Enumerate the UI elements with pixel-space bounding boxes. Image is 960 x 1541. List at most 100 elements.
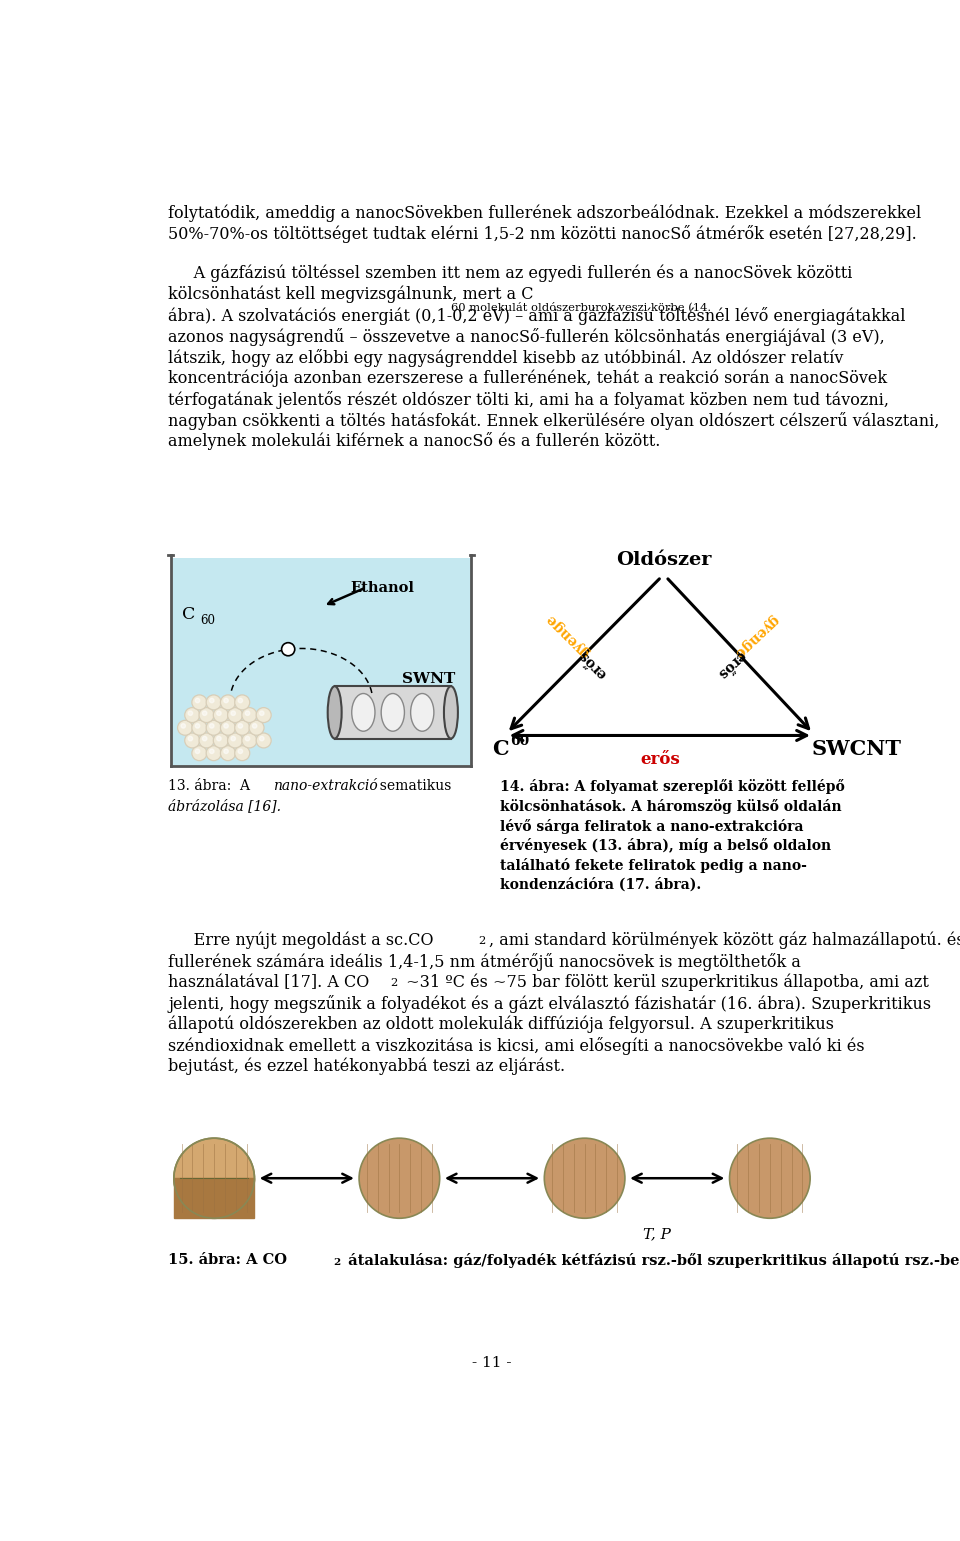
Circle shape [195,724,200,729]
Circle shape [195,698,200,703]
Circle shape [188,710,193,715]
Circle shape [199,707,214,723]
Ellipse shape [444,686,458,738]
Circle shape [195,749,200,754]
Text: állapotú oldószerekben az oldott molekulák diffúziója felgyorsul. A szuperkritik: állapotú oldószerekben az oldott molekul… [168,1016,834,1032]
Polygon shape [171,558,471,766]
Circle shape [281,643,295,656]
Circle shape [221,695,235,710]
Text: használatával [17]. A CO: használatával [17]. A CO [168,974,370,991]
Circle shape [238,698,243,703]
Text: 60: 60 [510,734,529,747]
Text: 15. ábra: A CO: 15. ábra: A CO [168,1253,287,1267]
Text: sematikus: sematikus [372,780,451,794]
Circle shape [259,737,264,741]
Circle shape [228,734,243,747]
Text: érvényesek (13. ábra), míg a belső oldalon: érvényesek (13. ábra), míg a belső oldal… [500,838,830,854]
Circle shape [188,737,193,741]
Circle shape [252,724,257,729]
Text: ~31 ºC és ~75 bar fölött kerül szuperkritikus állapotba, ami azt: ~31 ºC és ~75 bar fölött kerül szuperkri… [400,974,928,991]
Circle shape [234,695,250,710]
Circle shape [730,1139,810,1219]
Ellipse shape [351,693,375,732]
Text: nagyban csökkenti a töltés hatásfokát. Ennek elkerülésére olyan oldószert célsze: nagyban csökkenti a töltés hatásfokát. E… [168,411,940,430]
Text: erős: erős [576,647,610,681]
Circle shape [221,746,235,761]
Circle shape [245,737,250,741]
Text: széndioxidnak emellett a viszkozitása is kicsi, ami elősegíti a nanocsövekbe val: széndioxidnak emellett a viszkozitása is… [168,1037,865,1054]
Circle shape [184,707,200,723]
Circle shape [213,734,228,747]
Ellipse shape [327,686,342,738]
Ellipse shape [411,693,434,732]
Circle shape [224,698,228,703]
Circle shape [234,746,250,761]
Circle shape [209,749,214,754]
Text: A gázfázisú töltéssel szemben itt nem az egyedi fullerén és a nanocSövek közötti: A gázfázisú töltéssel szemben itt nem az… [168,265,852,282]
Text: Ethanol: Ethanol [350,581,414,595]
Circle shape [206,720,221,735]
Circle shape [181,724,185,729]
Circle shape [359,1139,440,1219]
Text: C: C [182,606,196,623]
Circle shape [231,710,235,715]
Circle shape [174,1139,254,1219]
Text: ábra). A szolvatációs energiát (0,1-0,2 eV) – ami a gázfázisú töltésnél lévő ene: ábra). A szolvatációs energiát (0,1-0,2 … [168,307,905,325]
Circle shape [249,720,264,735]
Text: nano-extrakció: nano-extrakció [273,780,377,794]
Text: átalakulása: gáz/folyadék kétfázisú rsz.-ből szuperkritikus állapotú rsz.-be.: átalakulása: gáz/folyadék kétfázisú rsz.… [344,1253,960,1268]
Circle shape [178,720,193,735]
Circle shape [184,734,200,747]
Text: 50%-70%-os töltöttséget tudtak elérni 1,5-2 nm közötti nanocSő átmérők esetén [2: 50%-70%-os töltöttséget tudtak elérni 1,… [168,225,917,243]
Text: SWCNT: SWCNT [812,738,902,758]
Text: kondenzációra (17. ábra).: kondenzációra (17. ábra). [500,877,701,892]
Circle shape [203,737,207,741]
Text: bejutást, és ezzel hatékonyabbá teszi az eljárást.: bejutást, és ezzel hatékonyabbá teszi az… [168,1057,565,1076]
Circle shape [213,707,228,723]
Text: , ami standard körülmények között gáz halmazállapotú. és a: , ami standard körülmények között gáz ha… [489,932,960,949]
Text: folytatódik, ameddig a nanocSövekben fullerének adszorbeálódnak. Ezekkel a módsz: folytatódik, ameddig a nanocSövekben ful… [168,203,922,222]
Circle shape [199,734,214,747]
Circle shape [231,737,235,741]
Circle shape [228,707,243,723]
Text: gyenge: gyenge [732,612,781,660]
Circle shape [206,746,221,761]
Circle shape [544,1139,625,1219]
Text: ábrázolása [16].: ábrázolása [16]. [168,800,281,814]
Text: 14. ábra: A folyamat szereplői között fellépő: 14. ábra: A folyamat szereplői között fe… [500,780,845,794]
Text: térfogatának jelentős részét oldószer tölti ki, ami ha a folyamat közben nem tud: térfogatának jelentős részét oldószer tö… [168,390,889,408]
Circle shape [203,710,207,715]
Text: kölcsönhatást kell megvizsgálnunk, mert a C: kölcsönhatást kell megvizsgálnunk, mert … [168,285,534,304]
Text: fullerének számára ideális 1,4-1,5 nm átmérőjű nanocsövek is megtölthetők a: fullerének számára ideális 1,4-1,5 nm át… [168,952,801,971]
Circle shape [238,749,243,754]
Text: Oldószer: Oldószer [616,550,711,569]
Circle shape [192,746,207,761]
Circle shape [234,720,250,735]
Circle shape [256,734,271,747]
Circle shape [192,720,207,735]
Circle shape [192,695,207,710]
Circle shape [217,710,221,715]
Circle shape [242,734,257,747]
Text: jelenti, hogy megszűnik a folyadékot és a gázt elválasztó fázishatár (16. ábra).: jelenti, hogy megszűnik a folyadékot és … [168,994,931,1012]
Text: erős: erős [640,750,680,767]
Text: kölcsönhatások. A háromszög külső oldalán: kölcsönhatások. A háromszög külső oldalá… [500,798,841,814]
Text: koncentrációja azonban ezerszerese a fullerénének, tehát a reakció során a nanoc: koncentrációja azonban ezerszerese a ful… [168,370,887,387]
Bar [174,1179,254,1219]
Text: C: C [492,738,509,758]
Text: gyenge: gyenge [543,612,592,660]
Circle shape [238,724,243,729]
Circle shape [221,720,235,735]
Bar [335,686,451,738]
Text: 13. ábra:  A: 13. ábra: A [168,780,259,794]
Text: azonos nagyságrendű – összevetve a nanocSő-fullerén kölcsönhatás energiájával (3: azonos nagyságrendű – összevetve a nanoc… [168,328,885,345]
Circle shape [256,707,271,723]
Text: amelynek molekulái kiférnek a nanocSő és a fullerén között.: amelynek molekulái kiférnek a nanocSő és… [168,433,660,450]
Text: Erre nyújt megoldást a sc.CO: Erre nyújt megoldást a sc.CO [168,932,434,949]
Circle shape [242,707,257,723]
Text: erős: erős [714,647,748,681]
Circle shape [259,710,264,715]
Text: SWNT: SWNT [402,672,455,686]
Text: 60: 60 [201,613,216,627]
Circle shape [206,695,221,710]
